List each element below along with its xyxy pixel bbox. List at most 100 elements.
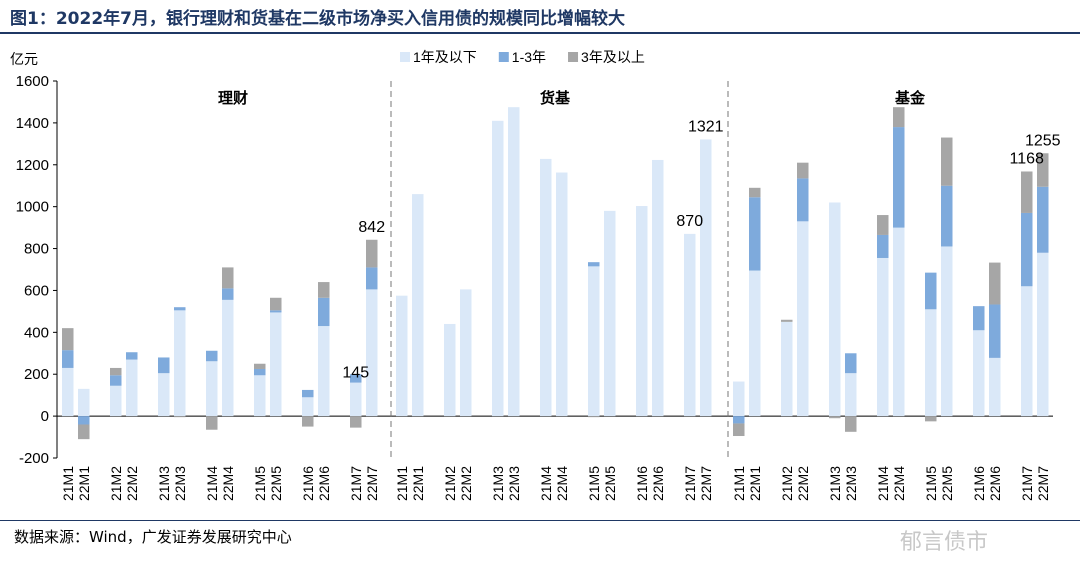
y-tick-label: 0 [41,408,49,425]
legend-label: 1-3年 [512,49,546,65]
bar-segment-基金-21M3-series0 [829,202,841,417]
bar-segment-基金-22M4-series0 [893,227,905,417]
bar-segment-理财-22M4-series0 [222,299,234,417]
bar-segment-理财-21M3-series0 [158,373,170,417]
y-tick-label: 800 [24,241,49,258]
x-tick-label: 21M7 [1019,466,1035,501]
bar-segment-基金-21M6-series1 [973,306,985,331]
bar-segment-理财-22M4-series1 [222,288,234,300]
source-note: 数据来源：Wind，广发证券发展研究中心 [14,528,292,546]
bar-segment-理财-21M6-series1 [302,389,314,398]
bar-segment-理财-22M5-series2 [270,297,282,311]
bar-segment-基金-22M3-series2 [845,416,857,432]
bar-segment-基金-21M4-series1 [877,234,889,258]
x-tick-label: 21M1 [394,466,410,501]
bar-segment-基金-21M5-series0 [925,309,937,417]
x-tick-label: 21M3 [827,466,843,501]
bar-segment-基金-22M7-series2 [1037,153,1049,187]
x-tick-label: 21M6 [634,466,650,501]
bar-segment-基金-21M6-series0 [973,330,985,417]
bar-segment-理财-22M3-series0 [174,310,186,417]
bar-segment-基金-22M3-series1 [845,353,857,374]
bar-segment-理财-21M4-series1 [206,350,218,362]
data-label: 1168 [1010,150,1045,167]
legend-label: 1年及以下 [413,49,477,65]
bar-segment-基金-22M1-series2 [749,187,761,198]
x-tick-label: 21M6 [300,466,316,501]
x-tick-label: 22M5 [268,466,284,501]
legend-swatch [568,52,579,62]
bar-segment-基金-21M5-series2 [925,416,937,422]
x-tick-label: 21M4 [875,466,891,501]
bar-segment-基金-22M6-series2 [989,262,1001,305]
bar-segment-理财-21M2-series1 [110,375,122,386]
bar-segment-货基-22M1-series0 [412,194,424,417]
bar-segment-基金-22M3-series0 [845,373,857,417]
x-tick-label: 21M2 [442,466,458,501]
x-tick-label: 22M6 [987,466,1003,501]
y-tick-label: -200 [19,450,49,467]
chart-title: 图1：2022年7月，银行理财和货基在二级市场净买入信用债的规模同比增幅较大 [10,9,625,29]
y-tick-label: 1600 [16,73,49,90]
bar-segment-基金-22M1-series0 [749,270,761,417]
bar-segment-货基-22M2-series0 [460,289,472,417]
bar-segment-理财-21M1-series2 [62,328,74,351]
bar-segment-理财-22M6-series2 [318,282,330,298]
y-tick-label: 1200 [16,157,49,174]
bar-segment-理财-22M3-series2 [174,416,186,418]
x-tick-label: 22M7 [1035,466,1051,501]
x-tick-label: 21M3 [156,466,172,501]
bar-segment-基金-22M1-series1 [749,197,761,271]
stacked-bar-chart: 亿元 -200 0 200 400 600 800 1000 1200 1400 1600 理财 21… [10,49,1061,501]
bar-segment-理财-22M1-series1 [78,416,90,425]
x-tick-label: 22M5 [939,466,955,501]
x-tick-label: 22M6 [316,466,332,501]
bar-segment-理财-21M6-series2 [302,416,314,427]
x-tick-label: 22M2 [124,466,140,501]
bar-segment-货基-22M4-series0 [556,172,568,417]
bar-segment-货基-21M4-series0 [540,158,552,417]
data-label: 1255 [1025,132,1061,149]
x-tick-label: 22M3 [172,466,188,501]
bar-segment-基金-21M1-series2 [733,423,745,437]
legend-swatch [400,52,410,62]
y-tick-label: 200 [24,366,49,383]
bar-segment-基金-21M3-series2 [829,416,841,419]
x-tick-label: 22M7 [364,466,380,501]
bar-segment-货基-21M7-series0 [684,233,696,417]
x-tick-label: 21M2 [108,466,124,501]
x-tick-label: 21M7 [348,466,364,501]
data-label: 842 [358,219,385,236]
x-tick-label: 22M4 [554,466,570,501]
x-tick-label: 22M5 [602,466,618,501]
bar-segment-基金-22M7-series0 [1037,252,1049,417]
x-tick-label: 21M3 [490,466,506,501]
bar-segment-基金-21M5-series1 [925,272,937,310]
legend-swatch [498,52,509,62]
bar-segment-货基-22M7-series0 [700,139,712,417]
title-divider [0,32,1080,34]
bar-segment-理财-22M2-series0 [126,359,138,417]
bar-segment-货基-21M5-series2 [588,416,600,418]
x-tick-label: 22M1 [76,466,92,501]
panel-title: 理财 [218,89,248,107]
bar-segment-理财-21M3-series1 [158,357,170,374]
bar-segment-理财-21M4-series2 [206,416,218,430]
bar-segment-基金-22M2-series2 [797,162,809,179]
bar-segment-理财-22M1-series2 [78,424,90,440]
bar-segment-理财-21M1-series1 [62,350,74,368]
y-tick-label: 400 [24,324,49,341]
bar-segment-理财-21M4-series0 [206,361,218,417]
bar-segment-基金-22M4-series2 [893,107,905,128]
bar-segment-基金-22M7-series1 [1037,186,1049,253]
bar-segment-基金-22M4-series1 [893,127,905,228]
x-tick-label: 22M4 [220,466,236,501]
bar-segment-基金-22M2-series1 [797,178,809,222]
x-tick-label: 22M1 [747,466,763,501]
bar-segment-理财-21M5-series0 [254,375,266,417]
bar-segment-基金-21M1-series0 [733,381,745,417]
x-tick-label: 21M5 [586,466,602,501]
bar-segment-理财-21M2-series0 [110,385,122,417]
bar-segment-理财-21M1-series0 [62,367,74,417]
bar-segment-货基-22M3-series0 [508,107,520,417]
